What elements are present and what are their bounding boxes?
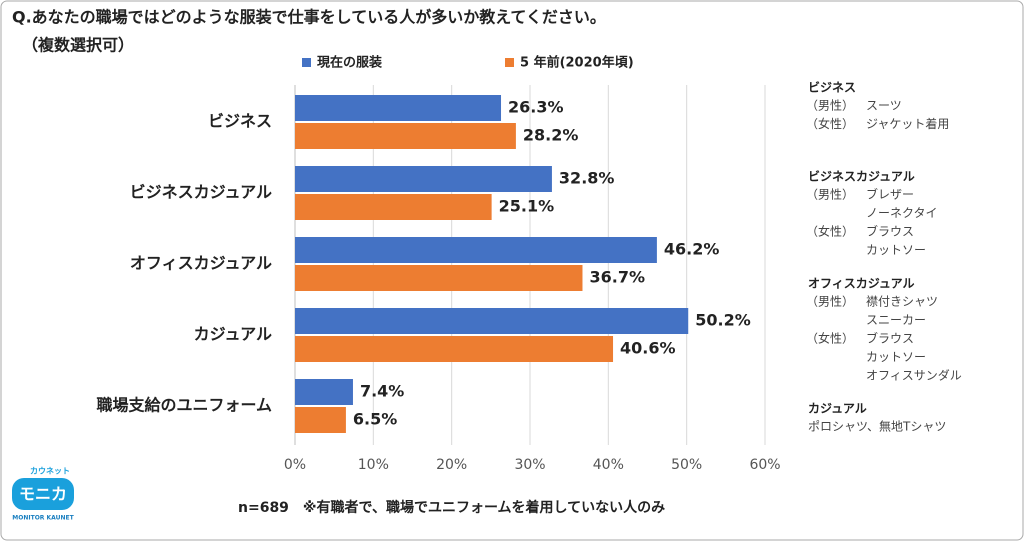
bar: [295, 308, 689, 334]
bar: [295, 407, 346, 433]
note-who: （女性）: [806, 116, 854, 131]
value-label: 50.2%: [695, 311, 751, 330]
bar: [295, 123, 516, 149]
note-item: カットソー: [866, 350, 926, 364]
logo-bottom: MONITOR KAUNET: [12, 515, 74, 522]
chart-title: Q.あなたの職場ではどのような服装で仕事をしている人が多いか教えてください。: [12, 8, 606, 27]
value-label: 6.5%: [353, 410, 397, 429]
note-item: ブレザー: [866, 187, 914, 202]
value-label: 46.2%: [664, 240, 720, 259]
bar: [295, 95, 502, 121]
note-title: ビジネス: [808, 80, 856, 95]
note-item: スニーカー: [866, 313, 926, 327]
note-who: （男性）: [806, 188, 854, 202]
value-label: 7.4%: [360, 382, 404, 401]
y-tick-label: オフィスカジュアル: [130, 254, 272, 273]
note-title: オフィスカジュアル: [808, 277, 915, 291]
note-title: ビジネスカジュアル: [808, 169, 915, 184]
note-who: （女性）: [806, 224, 854, 239]
note-who: （男性）: [806, 99, 854, 113]
note-item: ノーネクタイ: [866, 206, 938, 220]
logo-badge: [12, 478, 74, 510]
note-item: ブラウス: [866, 224, 914, 239]
note-title: カジュアル: [808, 402, 867, 416]
bar: [295, 379, 353, 405]
value-label: 26.3%: [508, 98, 564, 117]
note-who: （女性）: [806, 331, 854, 346]
legend-swatch: [505, 58, 514, 67]
bar: [295, 166, 552, 192]
bar: [295, 265, 583, 291]
x-tick-label: 30%: [514, 457, 545, 473]
note-who: （男性）: [806, 295, 854, 309]
chart-subtitle: （複数選択可）: [22, 36, 134, 55]
note-item: オフィスサンダル: [866, 368, 962, 383]
note-item: 襟付きシャツ: [866, 294, 938, 309]
y-tick-label: 職場支給のユニフォーム: [96, 396, 272, 415]
bar: [295, 194, 492, 220]
value-label: 25.1%: [499, 197, 555, 216]
y-tick-label: カジュアル: [194, 325, 272, 344]
value-label: 28.2%: [523, 126, 579, 145]
bar: [295, 336, 614, 362]
note-item: カットソー: [866, 243, 926, 257]
logo-top: カウネット: [30, 466, 70, 476]
note-item: スーツ: [866, 99, 902, 113]
bar: [295, 237, 657, 263]
value-label: 36.7%: [589, 268, 645, 287]
note-item: ブラウス: [866, 331, 914, 346]
y-tick-label: ビジネスカジュアル: [130, 183, 272, 202]
x-tick-label: 10%: [358, 457, 389, 473]
note-item: ジャケット着用: [866, 116, 949, 131]
x-tick-label: 60%: [749, 457, 780, 473]
legend-label: 5 年前(2020年頃): [520, 55, 634, 71]
legend-swatch: [302, 58, 311, 67]
note-text: ポロシャツ、無地Tシャツ: [808, 419, 946, 434]
x-tick-label: 40%: [593, 457, 624, 473]
legend-label: 現在の服装: [317, 55, 382, 71]
value-label: 40.6%: [620, 339, 676, 358]
logo: カウネット モニカ MONITOR KAUNET: [12, 466, 75, 522]
y-tick-label: ビジネス: [208, 112, 272, 131]
x-tick-label: 20%: [436, 457, 467, 473]
logo-main: モニカ: [19, 485, 67, 504]
x-tick-label: 50%: [671, 457, 702, 473]
x-tick-label: 0%: [284, 457, 306, 473]
value-label: 32.8%: [559, 169, 615, 188]
footnote: n=689 ※有職者で、職場でユニフォームを着用していない人のみ: [238, 499, 665, 516]
